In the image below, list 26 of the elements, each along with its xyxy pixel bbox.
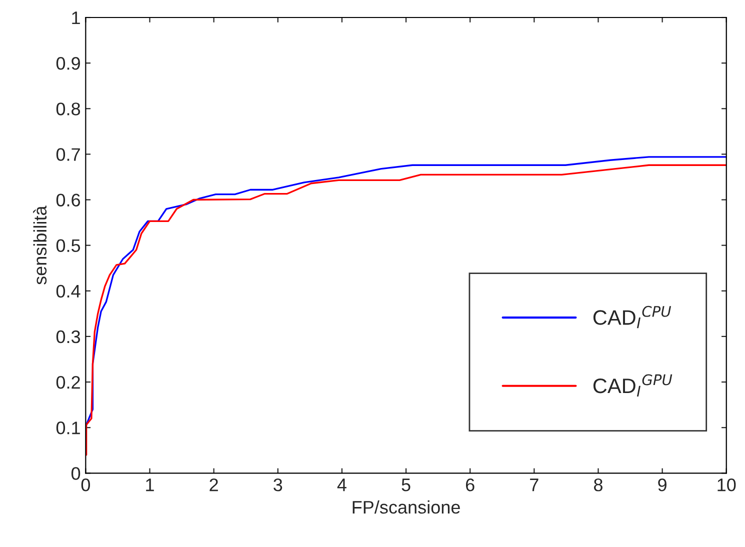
x-tick-label: 5 [402,478,410,492]
y-axis-title: sensibilità [33,206,47,284]
y-tick-label: 0.7 [56,148,80,161]
x-tick-label: 8 [594,478,602,492]
x-tick-label: 7 [530,478,538,492]
y-tick-label: 0.8 [56,102,80,116]
y-tick-label: 0.6 [56,194,80,206]
x-tick-label: 0 [81,478,90,492]
x-tick-label: 10 [718,478,736,492]
x-tick-label: 3 [274,478,282,492]
x-tick-label: 1 [146,478,154,492]
x-axis-title: FP/scansione [352,500,460,514]
y-tick-label: 0.2 [56,376,80,389]
x-tick-label: 2 [210,478,218,492]
y-tick-label: 0.3 [56,330,80,344]
y-tick-label: 0.4 [56,284,80,298]
y-tick-label: 0.1 [56,422,80,434]
y-tick-label: 0 [71,467,80,480]
x-tick-label: 6 [466,478,474,492]
legend-label: CAD$_{I}$$^{GPU}$ [593,374,672,396]
x-tick-label: 4 [337,478,346,492]
y-tick-label: 1 [72,12,80,24]
y-tick-label: 0.9 [56,57,80,70]
y-tick-label: 0.5 [56,239,80,252]
legend-label: CAD$_{I}$$^{CPU}$ [593,306,672,328]
x-tick-label: 9 [658,478,666,492]
